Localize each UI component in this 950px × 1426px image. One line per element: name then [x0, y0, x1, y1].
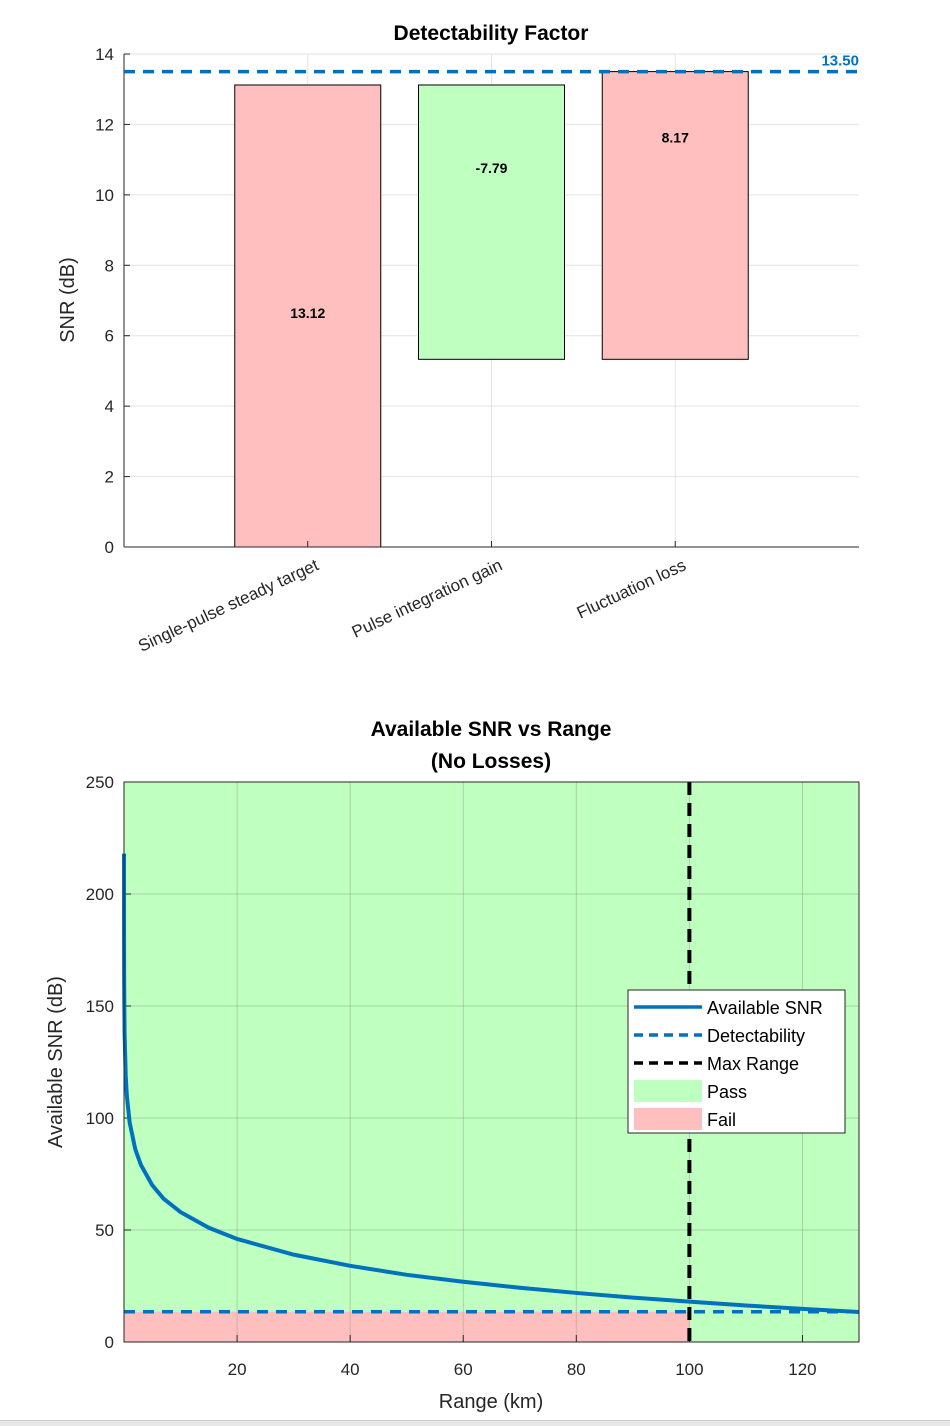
- x-tick-label: 40: [341, 1360, 360, 1379]
- y-tick-label: 4: [105, 397, 114, 416]
- y-tick-label: 0: [105, 1333, 114, 1352]
- chart-title-line-2: (No Losses): [431, 750, 551, 773]
- y-tick-label: 10: [95, 186, 114, 205]
- bar: [418, 84, 565, 360]
- y-tick-label: 100: [86, 1109, 114, 1128]
- legend-entry-label: Fail: [707, 1110, 736, 1130]
- y-axis-label: SNR (dB): [57, 257, 79, 343]
- x-tick-label: Pulse integration gain: [349, 555, 505, 641]
- legend: Available SNR Detectability Max Range Pass F…: [627, 989, 846, 1134]
- legend-entry-label: Detectability: [707, 1026, 805, 1046]
- legend-entry-label: Pass: [707, 1082, 747, 1102]
- y-tick-label: 14: [95, 45, 114, 64]
- y-tick-label: 6: [105, 327, 114, 346]
- bar: [601, 71, 749, 360]
- x-tick-label: Fluctuation loss: [574, 555, 689, 622]
- y-tick-label: 0: [105, 538, 114, 557]
- bar-value-label: -7.79: [476, 160, 508, 176]
- x-axis-label: Range (km): [439, 1391, 543, 1413]
- available-snr-line: [122, 853, 860, 1314]
- legend-swatch: [634, 1108, 702, 1130]
- y-axis-label: Available SNR (dB): [45, 976, 67, 1148]
- fail-region: [124, 1311, 690, 1342]
- x-tick-label: Single-pulse steady target: [135, 555, 321, 655]
- y-tick-label: 50: [95, 1221, 114, 1240]
- detectability-factor-chart: 0 2 4 6 8 10 12 14 13.12 -7.79 8.17 Single-pulse st…: [57, 22, 859, 656]
- legend-entry-label: Available SNR: [707, 998, 823, 1018]
- y-tick-label: 250: [86, 773, 114, 792]
- chart-title-line-1: Available SNR vs Range: [371, 718, 612, 741]
- x-tick-label: 100: [675, 1360, 703, 1379]
- bar-value-label: 8.17: [662, 129, 689, 145]
- axes-box: [123, 781, 860, 1343]
- legend-entry-label: Max Range: [707, 1054, 799, 1074]
- available-snr-chart: 20 40 60 80 100 120 0 50 100 150 200 250 Available S…: [45, 718, 860, 1413]
- x-tick-label: 80: [567, 1360, 586, 1379]
- y-tick-label: 2: [105, 468, 114, 487]
- y-tick-label: 12: [95, 115, 114, 134]
- reference-line-label: 13.50: [821, 53, 859, 70]
- x-tick-label: 120: [788, 1360, 816, 1379]
- legend-swatch: [634, 1080, 702, 1102]
- x-tick-label: 60: [454, 1360, 473, 1379]
- bar: [234, 84, 382, 548]
- bar-value-label: 13.12: [290, 305, 325, 321]
- window-bottom-border: [0, 1420, 950, 1426]
- y-tick-label: 150: [86, 997, 114, 1016]
- x-tick-label: 20: [228, 1360, 247, 1379]
- chart-title: Detectability Factor: [394, 22, 589, 45]
- y-tick-label: 8: [105, 256, 114, 275]
- y-tick-label: 200: [86, 885, 114, 904]
